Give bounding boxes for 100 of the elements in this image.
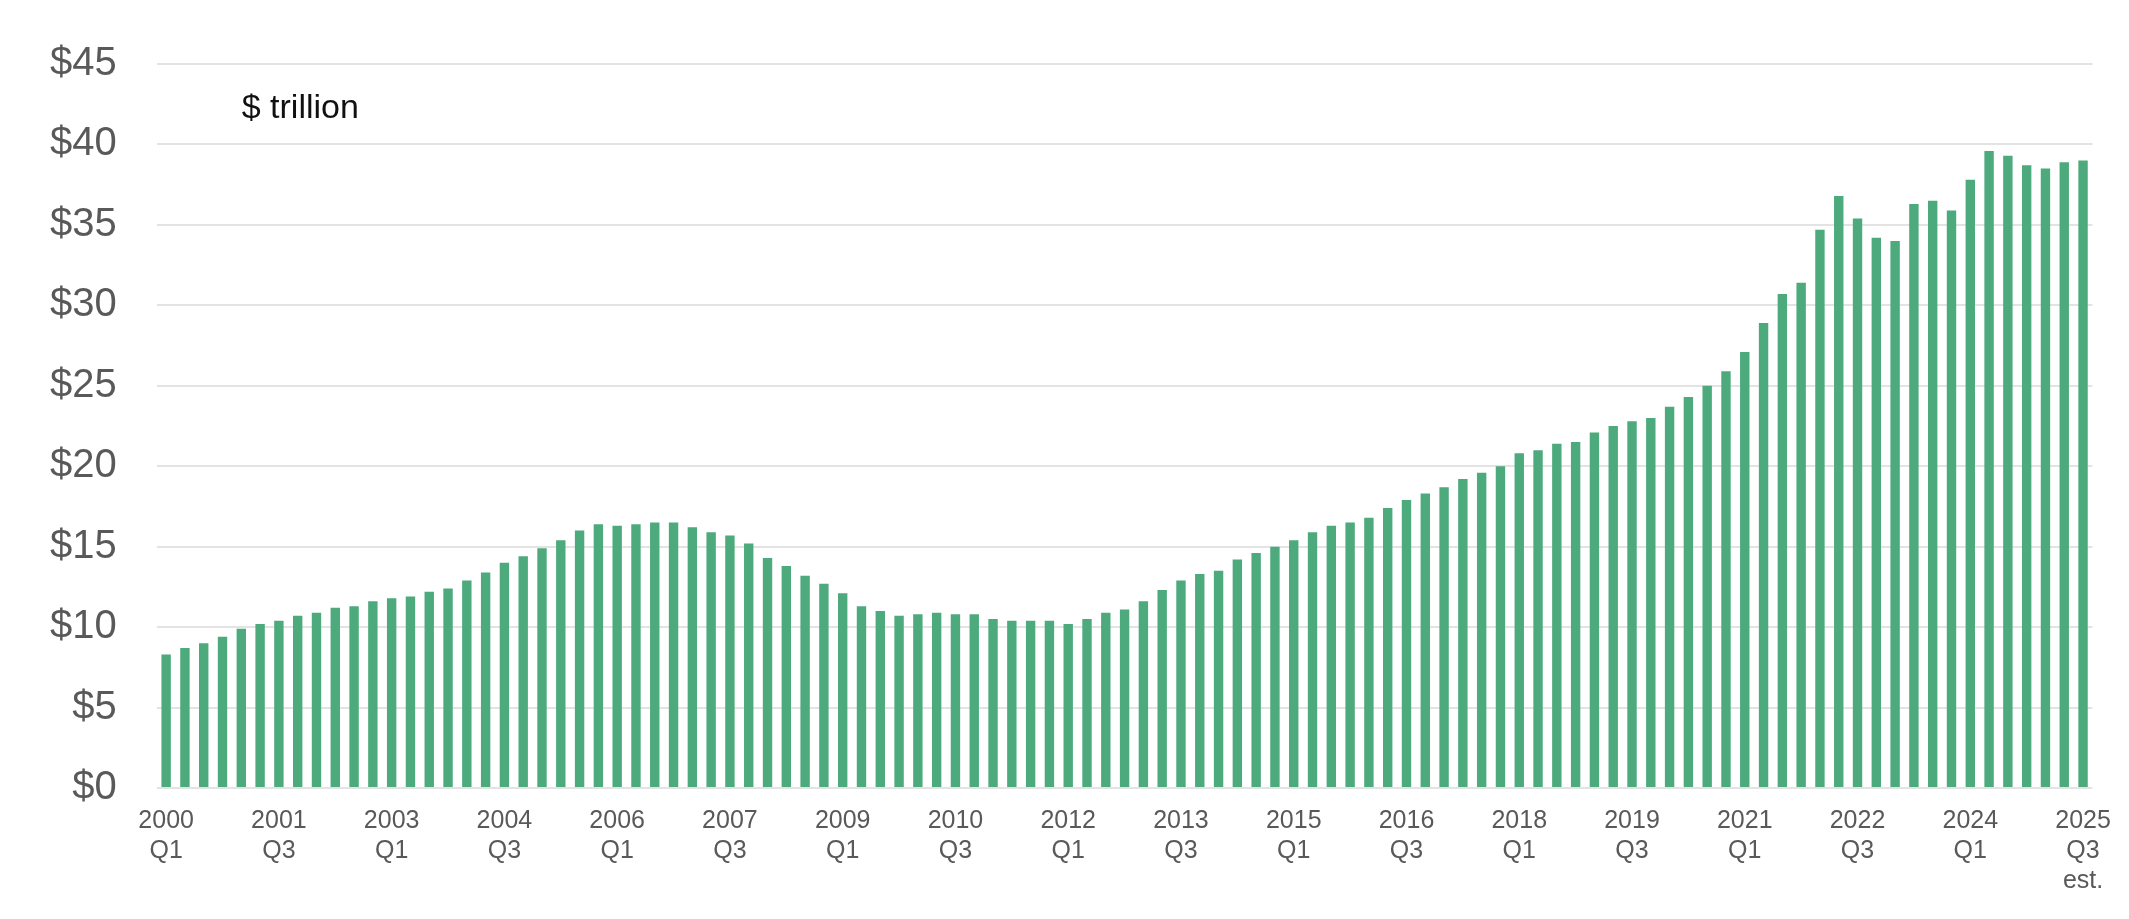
- y-tick-label: $10: [49, 602, 117, 647]
- bar: [931, 612, 942, 787]
- y-tick-label: $45: [49, 39, 117, 84]
- bar: [424, 591, 434, 787]
- bar: [161, 654, 171, 787]
- x-tick-label: 2015 Q1: [1265, 804, 1322, 863]
- bar: [969, 614, 979, 787]
- x-tick-label: 2003 Q1: [363, 804, 420, 863]
- bar: [217, 636, 228, 787]
- bar: [311, 612, 322, 787]
- x-tick-label: 2009 Q1: [814, 804, 871, 863]
- bar: [1101, 612, 1111, 787]
- x-tick-label: 2006 Q1: [589, 804, 645, 863]
- bar: [762, 557, 773, 787]
- bar: [1570, 442, 1581, 787]
- bar: [650, 522, 660, 787]
- bar: [1965, 179, 1975, 787]
- x-tick-label: 2004 Q3: [476, 804, 533, 863]
- bar: [1721, 371, 1731, 787]
- x-tick-label: 2018 Q1: [1491, 804, 1548, 863]
- bar: [856, 606, 867, 787]
- bar: [668, 522, 679, 787]
- bar: [556, 540, 566, 787]
- x-tick-label: 2024 Q1: [1942, 804, 1999, 863]
- bar: [1383, 508, 1393, 787]
- bar: [1119, 609, 1130, 787]
- y-tick-label: $25: [49, 360, 117, 405]
- bar: [1251, 553, 1261, 787]
- bar: [1270, 546, 1280, 787]
- bar: [1796, 282, 1806, 787]
- bar: [537, 548, 547, 787]
- bar: [1928, 200, 1938, 787]
- bar: [1495, 466, 1506, 787]
- bar: [913, 614, 923, 787]
- y-tick-label: $30: [49, 280, 117, 325]
- bar: [1533, 450, 1543, 787]
- bar: [199, 643, 209, 787]
- bar: [1138, 601, 1149, 787]
- x-tick-label: 2016 Q3: [1378, 804, 1435, 863]
- bar: [1608, 426, 1618, 787]
- bar: [593, 524, 604, 787]
- bar: [180, 648, 190, 787]
- bar: [368, 601, 378, 787]
- x-tick-label: 2012 Q1: [1040, 804, 1097, 863]
- bar: [894, 615, 904, 787]
- bar: [631, 524, 641, 787]
- x-tick-label: 2019 Q3: [1604, 804, 1660, 863]
- bar: [781, 565, 792, 787]
- bar: [499, 562, 510, 787]
- bar: [1025, 620, 1036, 787]
- bar: [1063, 623, 1073, 787]
- x-tick-label: 2025 Q3 est.: [2055, 804, 2111, 893]
- bar: [950, 614, 961, 787]
- x-tick-label: 2001 Q3: [251, 804, 307, 863]
- bar: [1646, 417, 1656, 787]
- y-tick-label: $40: [49, 119, 117, 164]
- bar: [462, 580, 472, 787]
- x-tick-label: 2007 Q3: [702, 804, 758, 863]
- y-tick-label: $0: [72, 763, 117, 808]
- bar: [1213, 570, 1224, 787]
- bar: [1401, 500, 1412, 787]
- bar: [1176, 580, 1186, 787]
- bar: [1758, 323, 1769, 787]
- bar: [687, 527, 698, 787]
- bar: [1157, 590, 1167, 787]
- bar: [236, 628, 247, 787]
- bar: [1815, 229, 1825, 787]
- bar: [1890, 240, 1900, 787]
- bar: [2078, 160, 2088, 787]
- bar: [1232, 559, 1243, 787]
- y-tick-label: $35: [49, 199, 117, 244]
- bar: [612, 525, 622, 787]
- bar: [1589, 432, 1600, 787]
- bar: [518, 556, 528, 787]
- bar: [1627, 421, 1637, 787]
- bar: [1852, 218, 1863, 787]
- bar: [1364, 517, 1374, 787]
- bar: [480, 572, 491, 787]
- bar: [274, 620, 284, 787]
- x-tick-label: 2013 Q3: [1153, 804, 1209, 863]
- bar: [1326, 525, 1337, 787]
- bar: [330, 607, 340, 787]
- bar: [1552, 443, 1562, 787]
- x-tick-label: 2010 Q3: [927, 804, 984, 863]
- bar: [1834, 195, 1844, 787]
- y-tick-label: $15: [49, 521, 117, 566]
- bar: [744, 543, 754, 787]
- bar: [706, 532, 716, 787]
- bar: [1345, 522, 1355, 787]
- x-tick-label: 2021 Q1: [1716, 804, 1773, 863]
- y-tick-label: $5: [72, 682, 117, 727]
- annotation: $ trillion: [241, 87, 359, 126]
- bar: [1289, 540, 1299, 787]
- bar: [1476, 472, 1487, 787]
- bar: [1044, 620, 1055, 787]
- bar: [349, 606, 359, 787]
- bar: [1007, 620, 1017, 787]
- bar: [1664, 406, 1675, 787]
- bar: [988, 619, 998, 787]
- bar: [1984, 150, 1994, 787]
